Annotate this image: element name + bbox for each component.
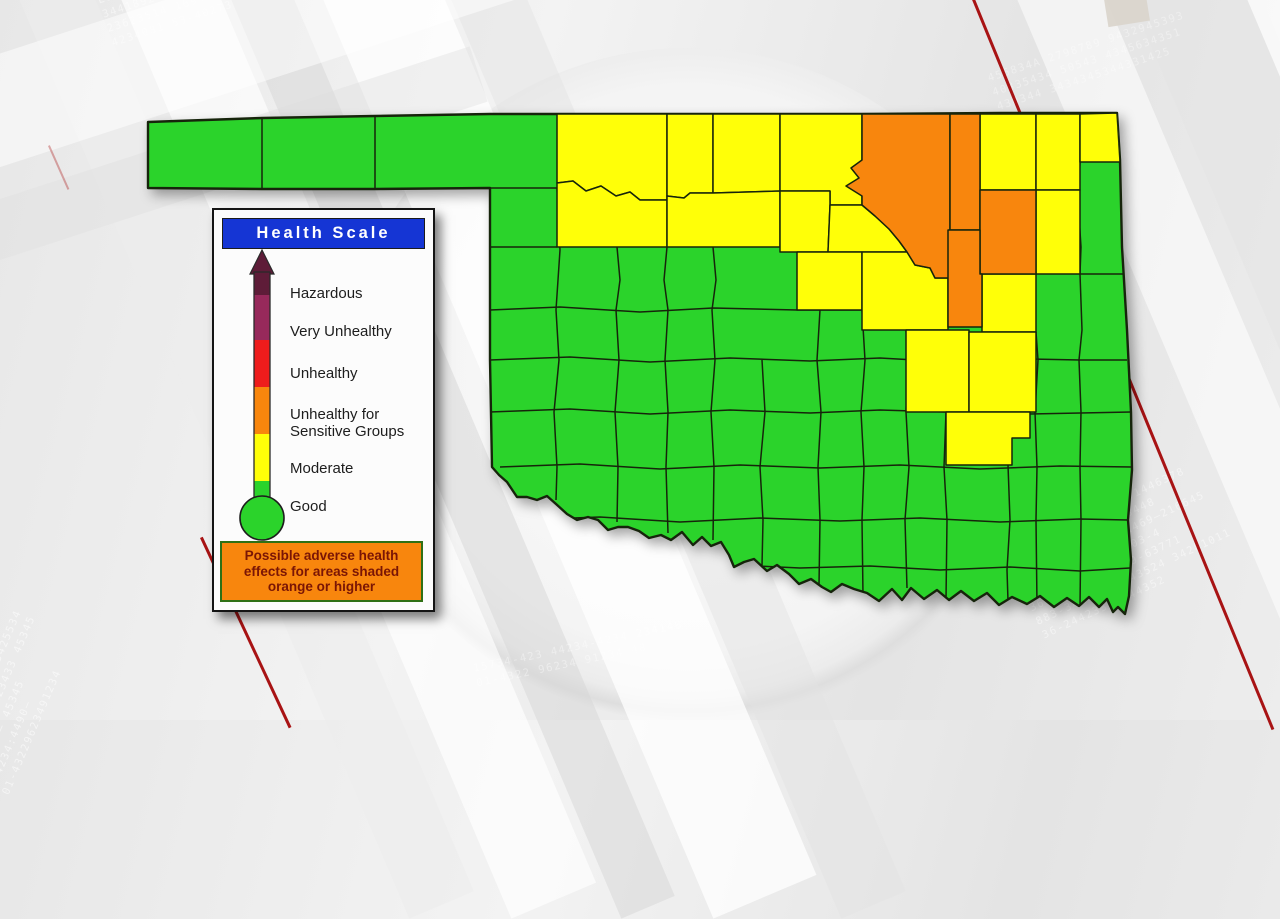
county-border-line — [553, 187, 561, 501]
county-region-usg-20 — [979, 189, 1037, 275]
county-border-line — [860, 309, 866, 596]
thermometer-seg-very-unhealthy — [254, 295, 270, 340]
county-border-line — [759, 359, 766, 567]
thermometer-seg-usg — [254, 387, 270, 434]
county-region-usg-21 — [947, 229, 983, 328]
county-region-usg-19 — [949, 113, 981, 231]
legend-note-line: effects for areas shaded — [243, 563, 400, 579]
legend-level-label: Unhealthy — [290, 365, 358, 382]
county-border-line — [816, 309, 822, 586]
county-region-moderate-13 — [1035, 189, 1081, 275]
legend-level-label: Unhealthy for Sensitive Groups — [290, 406, 405, 440]
thermometer-seg-hazardous — [254, 272, 270, 295]
county-region-moderate-8 — [796, 251, 863, 311]
legend-level-label: Good — [290, 498, 327, 515]
thermometer-icon — [239, 248, 285, 541]
thermometer-arrow — [249, 248, 275, 275]
county-border-line — [943, 411, 948, 601]
thermometer-seg-unhealthy — [254, 340, 270, 387]
county-region-moderate-2 — [712, 113, 781, 194]
county-region-moderate-14 — [981, 273, 1037, 333]
oklahoma-air-quality-map — [146, 111, 1134, 616]
legend-note-line: orange or higher — [267, 579, 376, 594]
legend-note: Possible adverse health effects for area… — [220, 541, 423, 602]
county-region-moderate-10 — [979, 113, 1037, 191]
legend-title: Health Scale — [222, 218, 425, 249]
county-region-moderate-5 — [666, 190, 781, 248]
county-region-moderate-11 — [1035, 113, 1081, 191]
county-region-moderate-12 — [1079, 113, 1121, 163]
county-region-moderate-16 — [968, 331, 1037, 413]
county-border-line — [499, 463, 1132, 470]
county-region-moderate-4 — [556, 180, 668, 248]
county-region-moderate-15 — [905, 329, 970, 413]
county-border-line — [736, 564, 1131, 572]
county-border-line — [1034, 331, 1039, 606]
legend-level-label: Hazardous — [290, 285, 363, 302]
county-region-moderate-17 — [945, 411, 1031, 466]
county-region-moderate-6 — [779, 190, 831, 253]
legend-level-label: Moderate — [290, 460, 354, 477]
county-border-line — [519, 516, 1129, 523]
legend-level-label: Very Unhealthy — [290, 323, 392, 340]
county-region-moderate-1 — [666, 113, 714, 199]
legend-note-line: Possible adverse health — [244, 548, 399, 563]
county-border-line — [1006, 464, 1011, 602]
county-border-line — [489, 356, 1127, 363]
health-scale-legend: Health Scale Hazardous Very Unhealthy Un… — [212, 208, 435, 612]
county-region-usg-18 — [845, 113, 951, 279]
thermometer-bulb — [239, 495, 285, 541]
oklahoma-map-svg — [146, 111, 1134, 616]
thermometer-seg-moderate — [254, 434, 270, 481]
county-border-line — [663, 246, 669, 534]
